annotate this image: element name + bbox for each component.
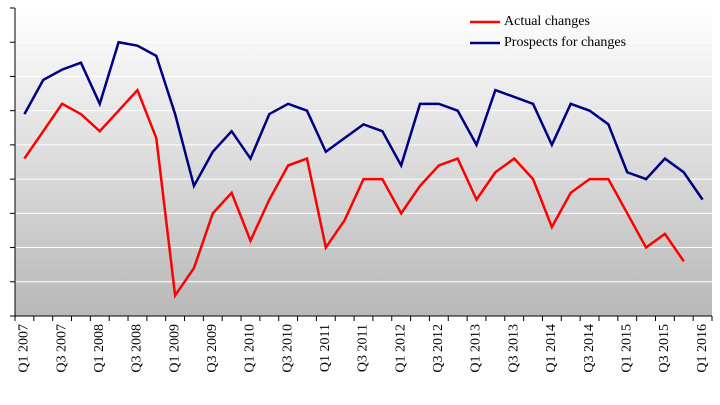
x-tick-label: Q1 2009 <box>167 324 182 373</box>
legend-label: Prospects for changes <box>504 35 626 50</box>
x-tick-label: Q1 2011 <box>318 324 333 372</box>
x-tick-label: Q1 2016 <box>695 324 710 373</box>
x-tick-label: Q1 2014 <box>544 324 559 373</box>
x-tick-label: Q1 2008 <box>92 324 107 373</box>
x-tick-label: Q1 2013 <box>469 324 484 373</box>
x-tick-label: Q3 2013 <box>506 324 521 373</box>
legend-label: Actual changes <box>504 14 590 29</box>
x-tick-label: Q1 2012 <box>393 324 408 373</box>
x-tick-label: Q3 2011 <box>356 324 371 372</box>
x-tick-label: Q1 2007 <box>17 324 32 373</box>
x-tick-label: Q3 2009 <box>205 324 220 373</box>
x-tick-label: Q3 2007 <box>54 324 69 373</box>
x-tick-label: Q3 2012 <box>431 324 446 373</box>
plot-area <box>15 8 712 316</box>
x-tick-label: Q3 2010 <box>280 324 295 373</box>
x-tick-label: Q3 2014 <box>582 324 597 373</box>
x-tick-label: Q1 2015 <box>619 324 634 373</box>
x-tick-label: Q3 2008 <box>130 324 145 373</box>
x-tick-label: Q1 2010 <box>243 324 258 373</box>
series-line <box>23 40 704 201</box>
series-line <box>23 87 685 299</box>
x-tick-label: Q3 2015 <box>657 324 672 373</box>
